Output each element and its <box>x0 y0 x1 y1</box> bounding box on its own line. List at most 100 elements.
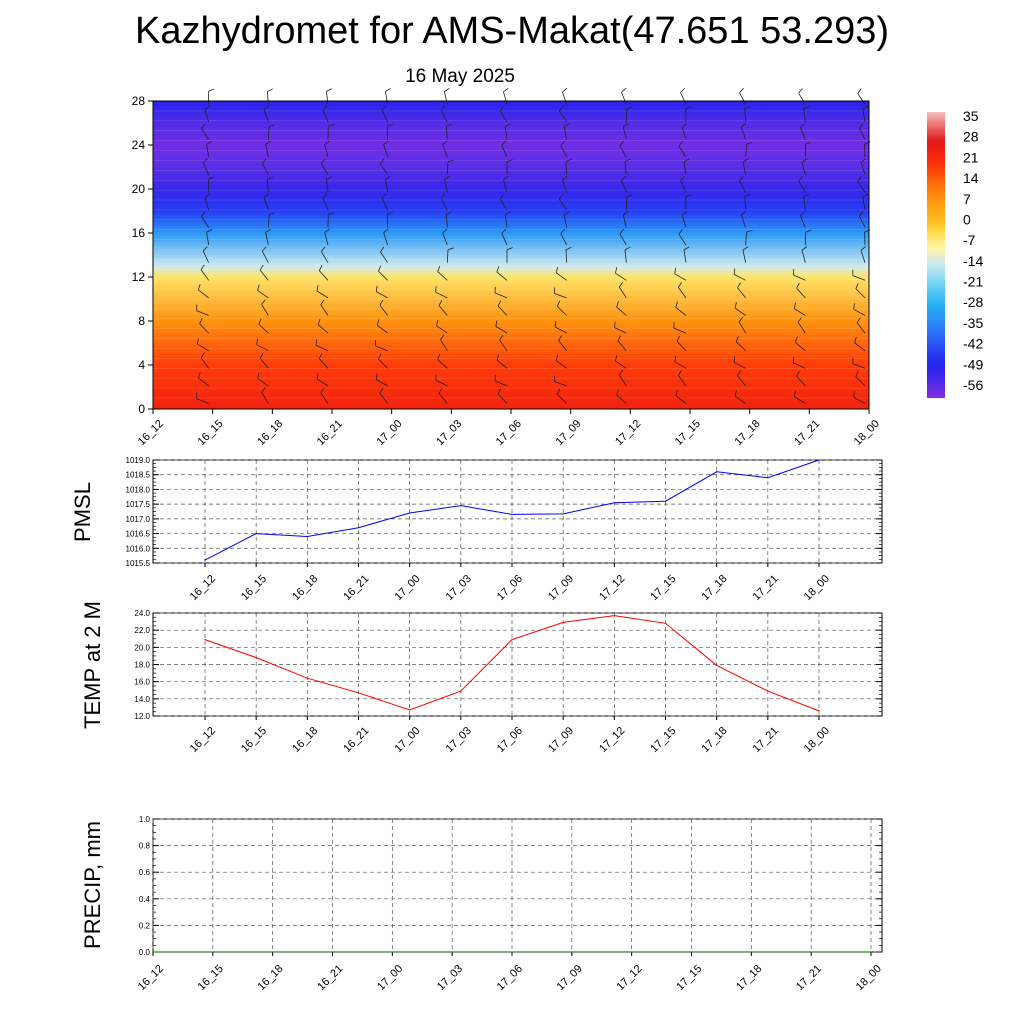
pmsl-data-point <box>204 559 206 561</box>
x-tick-label: 16_15 <box>195 418 225 448</box>
x-tick-label: 17_06 <box>495 963 525 993</box>
y-tick-label: 16.0 <box>134 678 150 687</box>
y-tick-label: 0 <box>138 402 145 416</box>
colorbar-label: -14 <box>963 253 983 269</box>
x-tick-label: 17_12 <box>597 725 627 755</box>
wind-barb <box>797 322 806 334</box>
x-tick-label: 17_18 <box>734 963 764 993</box>
x-tick-label: 16_15 <box>239 573 269 603</box>
wind-barb <box>503 91 508 105</box>
wind-barb-flag <box>375 373 378 380</box>
wind-barb <box>496 271 508 281</box>
wind-barb <box>499 110 508 123</box>
wind-barb-flag <box>799 123 805 128</box>
wind-barb-flag <box>204 193 210 198</box>
wind-barb-flag <box>801 246 808 251</box>
wind-barb-flag <box>208 176 215 180</box>
x-tick-label: 16_21 <box>315 418 345 448</box>
wind-barb-flag <box>805 229 812 233</box>
wind-barb <box>674 273 687 281</box>
wind-barb-flag <box>322 105 328 111</box>
wind-barb-flag <box>381 105 387 111</box>
x-tick-label: 17_12 <box>613 418 643 448</box>
wind-barb <box>558 199 567 211</box>
wind-barb-flag <box>322 193 328 199</box>
wind-barb-flag <box>801 158 808 163</box>
wind-barb <box>621 92 627 105</box>
wind-barb-flag <box>859 211 864 217</box>
wind-barb <box>198 377 209 387</box>
wind-barb-flag <box>328 124 335 127</box>
wind-barb <box>852 275 866 281</box>
x-tick-label: 16_15 <box>239 725 269 755</box>
x-tick-label: 16_12 <box>136 963 166 993</box>
wind-barb <box>497 305 508 316</box>
wind-barb <box>265 144 269 158</box>
wind-barb-flag <box>316 373 319 380</box>
wind-barb-flag <box>499 334 504 341</box>
wind-barb <box>858 215 866 228</box>
wind-barb <box>616 394 627 404</box>
wind-barb-flag <box>793 302 796 309</box>
wind-barb-flag <box>435 286 437 293</box>
wind-barb-flag <box>263 105 269 110</box>
wind-barb <box>440 198 448 211</box>
wind-barb <box>557 394 567 404</box>
wind-barb-flag <box>379 387 384 394</box>
wind-barb <box>799 127 806 140</box>
wind-barb-flag <box>444 175 450 180</box>
y-tick-label: 12 <box>132 270 146 284</box>
wind-barb <box>619 233 627 246</box>
x-tick-label: 17_00 <box>392 725 422 755</box>
wind-barb <box>379 392 388 404</box>
wind-barb-flag <box>447 247 454 251</box>
wind-barb <box>793 362 806 369</box>
wind-barb-flag <box>499 105 505 112</box>
wind-barb <box>267 214 270 228</box>
wind-barb <box>257 290 269 299</box>
precip-data-point <box>631 951 633 953</box>
temp-2m-data-point <box>306 677 308 679</box>
wind-barb <box>853 308 866 316</box>
y-tick-label: 24 <box>132 138 146 152</box>
wind-barb-flag <box>501 228 507 234</box>
x-tick-label: 17_21 <box>794 963 824 993</box>
precip-data-point <box>272 951 274 953</box>
wind-barb <box>378 270 388 281</box>
wind-barb-flag <box>617 335 621 342</box>
wind-barb-flag <box>622 123 629 128</box>
wind-barb-flag <box>499 193 505 200</box>
wind-barb <box>202 162 210 175</box>
wind-barb-flag <box>738 316 743 323</box>
wind-barb <box>496 359 508 369</box>
x-tick-label: 18_00 <box>802 573 832 603</box>
wind-barb <box>261 304 269 316</box>
wind-barb-flag <box>683 246 690 251</box>
wind-barb <box>315 345 329 352</box>
precip-data-point <box>451 951 453 953</box>
wind-barb <box>674 361 687 369</box>
wind-barb <box>263 197 269 211</box>
x-tick-label: 17_12 <box>597 573 627 603</box>
wind-barb <box>319 358 329 369</box>
wind-barb <box>621 180 627 193</box>
wind-barb-flag <box>317 318 321 325</box>
wind-barb-flag <box>444 87 450 92</box>
x-tick-label: 17_09 <box>555 963 585 993</box>
wind-barb <box>622 126 627 140</box>
wind-barb-flag <box>862 105 869 110</box>
colorbar-scale <box>927 112 945 398</box>
wind-barb <box>794 308 806 316</box>
wind-barb-flag <box>678 282 682 288</box>
wind-barb-flag <box>259 264 264 271</box>
wind-barb-flag <box>269 124 276 127</box>
wind-barb <box>801 250 806 263</box>
wind-barb-flag <box>746 142 753 145</box>
wind-barb-flag <box>506 247 513 251</box>
wind-barb <box>795 342 806 352</box>
wind-barb <box>202 250 210 263</box>
pmsl-data-point <box>511 513 513 516</box>
wind-barb-flag <box>680 87 685 93</box>
wind-barb <box>619 145 627 158</box>
wind-barb-flag <box>497 300 502 307</box>
